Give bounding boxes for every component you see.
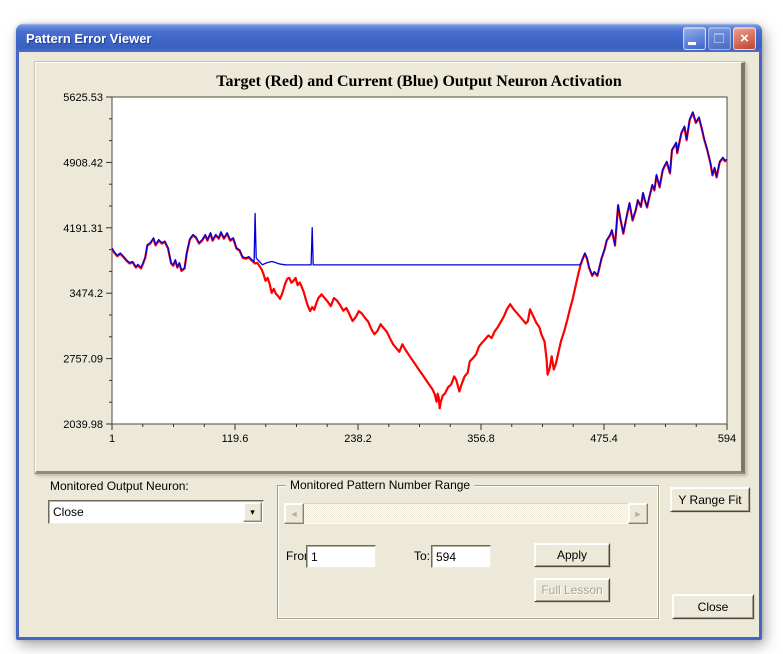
minimize-icon xyxy=(688,41,696,45)
pattern-range-caption: Monitored Pattern Number Range xyxy=(286,478,475,492)
full-lesson-button[interactable]: Full Lesson xyxy=(534,578,610,602)
x-tick-label: 356.8 xyxy=(467,433,495,445)
scrollbar-left-button[interactable]: ◄ xyxy=(284,503,304,524)
plot-area xyxy=(111,96,728,425)
scroll-right-arrow-icon: ► xyxy=(633,508,643,519)
y-range-fit-button[interactable]: Y Range Fit xyxy=(670,487,750,512)
y-tick-label: 2757.09 xyxy=(63,354,103,366)
to-label: To: xyxy=(414,549,431,563)
chart-title: Target (Red) and Current (Blue) Output N… xyxy=(216,73,622,90)
pattern-error-viewer-window: Pattern Error Viewer × Target (Red) and … xyxy=(16,24,762,640)
neuron-select-label: Monitored Output Neuron: xyxy=(50,479,189,493)
scrollbar-track[interactable] xyxy=(304,503,628,524)
to-field-frame xyxy=(431,545,491,568)
scrollbar-right-button[interactable]: ► xyxy=(628,503,648,524)
close-icon: × xyxy=(740,29,749,47)
pattern-range-group: Monitored Pattern Number Range ◄ ► From:… xyxy=(277,478,659,619)
from-field-frame xyxy=(306,545,376,568)
chevron-down-icon: ▾ xyxy=(250,506,255,517)
apply-button[interactable]: Apply xyxy=(534,543,610,567)
maximize-button[interactable] xyxy=(708,26,731,50)
minimize-button[interactable] xyxy=(683,26,706,50)
combobox-dropdown-button[interactable]: ▾ xyxy=(243,502,262,522)
y-tick-label: 3474.2 xyxy=(69,288,103,300)
close-window-button[interactable]: × xyxy=(733,26,756,50)
chart-panel: Target (Red) and Current (Blue) Output N… xyxy=(35,62,745,474)
from-input[interactable] xyxy=(308,547,373,566)
neuron-combobox-value: Close xyxy=(53,505,84,519)
to-input[interactable] xyxy=(433,547,488,566)
pattern-range-scrollbar[interactable]: ◄ ► xyxy=(284,503,648,524)
neuron-combobox[interactable]: Close ▾ xyxy=(48,500,264,524)
activation-chart: Target (Red) and Current (Blue) Output N… xyxy=(63,73,736,445)
scroll-left-arrow-icon: ◄ xyxy=(289,508,299,519)
series-current xyxy=(111,111,728,276)
y-tick-label: 4908.42 xyxy=(63,157,103,169)
maximize-icon xyxy=(714,32,724,43)
x-tick-label: 475.4 xyxy=(590,433,618,445)
client-area: Target (Red) and Current (Blue) Output N… xyxy=(19,52,759,637)
y-tick-label: 2039.98 xyxy=(63,419,103,431)
window-title: Pattern Error Viewer xyxy=(26,30,152,46)
title-bar[interactable]: Pattern Error Viewer × xyxy=(16,24,762,52)
y-tick-label: 5625.53 xyxy=(63,92,103,104)
y-tick-label: 4191.31 xyxy=(63,223,103,235)
x-tick-label: 1 xyxy=(109,433,115,445)
x-tick-label: 594 xyxy=(718,433,736,445)
caption-buttons: × xyxy=(683,26,762,50)
close-button[interactable]: Close xyxy=(672,594,754,619)
x-tick-label: 119.6 xyxy=(222,433,249,445)
x-tick-label: 238.2 xyxy=(344,433,372,445)
